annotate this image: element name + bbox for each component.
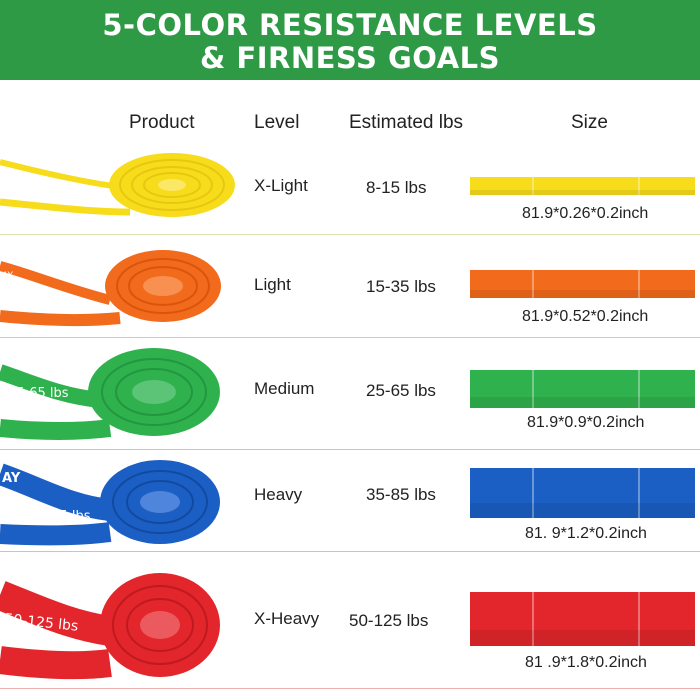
size-dimensions: 81 .9*1.8*0.2inch [525, 654, 647, 671]
size-bar [470, 270, 695, 298]
red-band-image: 50-125 lbs [0, 573, 220, 680]
row-divider [0, 688, 700, 689]
orange-band-image: AY 15-35 lbs [0, 250, 221, 327]
size-dimensions: 81.9*0.9*0.2inch [527, 414, 645, 431]
column-header-product: Product [129, 112, 195, 133]
row-divider [0, 234, 700, 235]
title-line-1: 5-COLOR RESISTANCE LEVELS [102, 8, 598, 42]
brand-print: AY [2, 471, 21, 486]
size-dimensions: 81.9*0.52*0.2inch [522, 308, 649, 325]
size-bar [470, 177, 695, 195]
size-bar [470, 592, 695, 646]
estimated-lbs: 25-65 lbs [366, 381, 436, 400]
table-row-x-light: X-Light 8-15 lbs 81.9*0.26*0.2inch [0, 140, 700, 235]
estimated-lbs: 8-15 lbs [366, 178, 427, 197]
size-dimensions: 81.9*0.26*0.2inch [522, 205, 649, 222]
size-bar [470, 370, 695, 408]
table-row-x-heavy: 50-125 lbs X-Heavy 50-125 lbs 81 .9*1.8*… [0, 555, 700, 690]
band-print: 50-125 lbs [4, 611, 79, 635]
level-label: Heavy [254, 485, 303, 504]
title-banner: 5-COLOR RESISTANCE LEVELS & FIRNESS GOAL… [0, 0, 700, 80]
brand-print: AY [2, 271, 13, 281]
green-band-image: 25-65 lbs [0, 348, 220, 440]
column-header-size: Size [571, 112, 608, 133]
size-bar [470, 468, 695, 518]
level-label: X-Heavy [254, 609, 320, 628]
row-divider [0, 551, 700, 552]
estimated-lbs: 35-85 lbs [366, 485, 436, 504]
row-divider [0, 337, 700, 338]
table-row-light: AY 15-35 lbs Light 15-35 lbs 81.9*0.52*0… [0, 238, 700, 338]
band-print: 25-65 lbs [8, 386, 69, 401]
table-row-medium: 25-65 lbs Medium 25-65 lbs 81.9*0.9*0.2i… [0, 340, 700, 450]
blue-band-image: AY 35-85 lbs [0, 460, 220, 546]
table-row-heavy: AY 35-85 lbs Heavy 35-85 lbs 81. 9*1.2*0… [0, 452, 700, 552]
column-header-estimated-lbs: Estimated lbs [349, 112, 464, 133]
estimated-lbs: 15-35 lbs [366, 277, 436, 296]
title-line-2: & FIRNESS GOALS [200, 41, 500, 75]
level-label: Light [254, 275, 291, 294]
row-divider [0, 449, 700, 450]
column-header-level: Level [254, 112, 300, 133]
size-dimensions: 81. 9*1.2*0.2inch [525, 525, 647, 542]
yellow-band-image [0, 153, 235, 217]
band-print: 35-85 lbs [30, 509, 91, 524]
estimated-lbs: 50-125 lbs [349, 611, 429, 630]
level-label: X-Light [254, 176, 308, 195]
level-label: Medium [254, 379, 315, 398]
